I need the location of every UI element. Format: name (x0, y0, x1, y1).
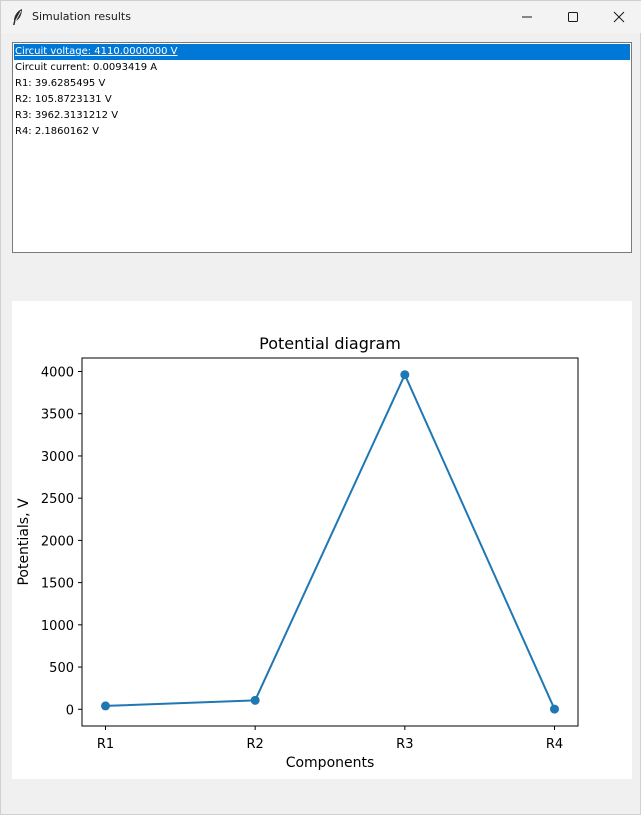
x-tick-label: R4 (546, 737, 563, 752)
y-tick-label: 0 (66, 703, 74, 718)
y-tick-label: 3000 (41, 450, 74, 465)
y-axis-label: Potentials, V (16, 498, 32, 586)
data-point-r4 (550, 704, 559, 714)
list-item-r2[interactable]: R2: 105.8723131 V (15, 94, 112, 105)
y-tick-label: 4000 (41, 366, 74, 381)
feather-icon (11, 8, 25, 26)
y-axis: 0 500 1000 1500 2000 2500 3000 3500 4000 (41, 366, 82, 718)
y-tick-label: 2000 (41, 534, 74, 549)
list-item-r1[interactable]: R1: 39.6285495 V (15, 78, 106, 89)
y-tick-label: 1000 (41, 619, 74, 634)
series-potentials (101, 370, 559, 714)
list-item-circuit-current[interactable]: Circuit current: 0.0093419 A (15, 62, 158, 73)
window-title: Simulation results (32, 10, 131, 23)
list-item-circuit-voltage[interactable]: Circuit voltage: 4110.0000000 V (14, 44, 630, 60)
y-tick-label: 2500 (41, 492, 74, 507)
chart-title: Potential diagram (259, 334, 401, 353)
series-line (105, 372, 556, 710)
x-tick-label: R3 (396, 737, 413, 752)
x-tick-label: R1 (97, 737, 114, 752)
plot-area-frame (81, 357, 579, 727)
x-axis-label: Components (286, 755, 375, 771)
minimize-icon (521, 8, 533, 27)
y-tick-label: 3500 (41, 408, 74, 423)
y-tick-label: 1500 (41, 577, 74, 592)
maximize-button[interactable] (550, 1, 596, 33)
maximize-icon (567, 8, 579, 27)
data-point-r1 (101, 701, 110, 711)
results-listbox[interactable]: Circuit voltage: 4110.0000000 V Circuit … (12, 42, 632, 253)
y-tick-label: 500 (49, 661, 74, 676)
x-tick-label: R2 (247, 737, 264, 752)
data-point-r3 (400, 370, 410, 380)
list-item-r3[interactable]: R3: 3962.3131212 V (15, 110, 119, 121)
minimize-button[interactable] (504, 1, 550, 33)
title-bar[interactable]: Simulation results (1, 1, 641, 33)
plot-canvas: Potential diagram 0 500 1000 1500 2000 2500 30… (12, 301, 632, 779)
list-item-r4[interactable]: R4: 2.1860162 V (15, 126, 99, 137)
data-point-r2 (250, 695, 260, 705)
x-axis: R1 R2 R3 R4 (97, 726, 563, 752)
close-button[interactable] (596, 1, 641, 33)
close-icon (613, 8, 625, 27)
potential-chart: Potential diagram 0 500 1000 1500 2000 2500 30… (16, 334, 579, 771)
